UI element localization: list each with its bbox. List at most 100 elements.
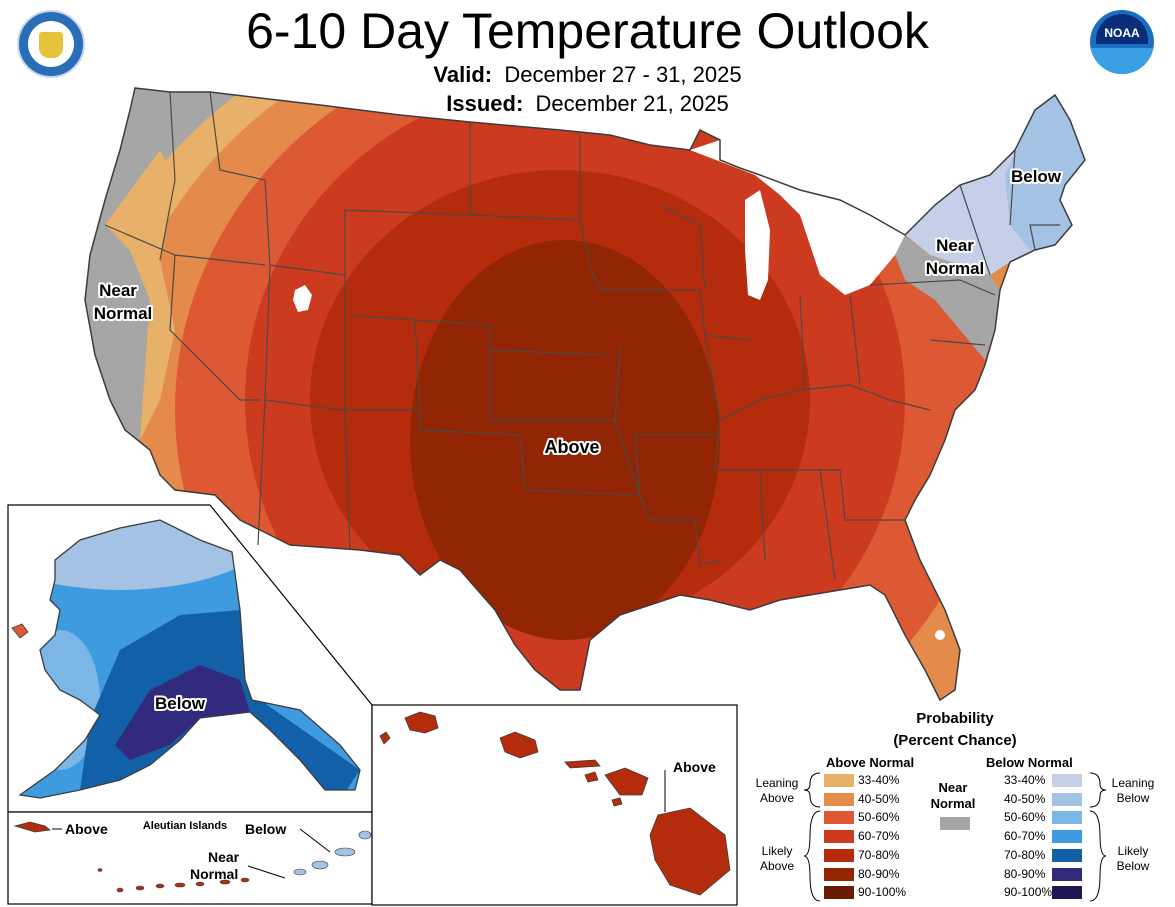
aleutian-normal-label: Normal <box>190 866 238 882</box>
hawaii-inset: Above <box>371 704 738 906</box>
above-swatch-label: 70-80% <box>858 847 900 862</box>
leaning-below-word-2: Below <box>1116 791 1150 805</box>
lanai-island <box>584 771 599 783</box>
valid-label: Valid: <box>433 62 493 87</box>
below-swatch <box>1052 830 1082 844</box>
aleutian-near-label: Near <box>208 849 240 865</box>
below-swatch-label: 80-90% <box>1004 866 1046 881</box>
aleutian-title: Aleutian Islands <box>143 820 227 832</box>
leaning-below-label: Leaning Below <box>1102 776 1164 806</box>
legend-subtitle: (Percent Chance) <box>893 732 1017 749</box>
below-swatch-label: 60-70% <box>1004 829 1046 844</box>
above-swatch-label: 60-70% <box>858 829 900 844</box>
legend-braces <box>803 772 1107 902</box>
aleutian-central-islands <box>97 868 250 893</box>
molokai-island <box>564 759 601 769</box>
above-swatch <box>824 774 854 787</box>
above-swatch <box>824 811 854 825</box>
aleutian-above-label: Above <box>65 821 108 837</box>
aleutian-east-islands <box>293 830 372 876</box>
likely-below-label: Likely Below <box>1102 844 1164 874</box>
east-normal-label: Normal <box>926 259 985 278</box>
below-swatch <box>1052 886 1082 900</box>
above-swatch <box>824 792 854 806</box>
hawaii-big-island <box>649 807 731 896</box>
below-swatch <box>1052 811 1082 825</box>
legend-title: Probability <box>916 710 994 727</box>
leaning-above-brace <box>803 772 821 808</box>
leaning-above-label: Leaning Above <box>748 776 806 806</box>
below-swatch <box>1052 867 1082 881</box>
kahoolawe-island <box>611 797 623 807</box>
state-borders <box>104 91 1060 581</box>
above-swatch-label: 80-90% <box>858 866 900 881</box>
likely-below-word-2: Below <box>1116 859 1150 873</box>
below-swatch <box>1052 848 1082 862</box>
likely-below-word-1: Likely <box>1117 844 1149 858</box>
above-swatch-label: 33-40% <box>858 773 900 787</box>
ak-band-80-90-below <box>115 665 250 760</box>
above-swatch <box>824 867 854 881</box>
above-swatch <box>824 830 854 844</box>
issued-date: December 21, 2025 <box>535 91 729 116</box>
near-normal-label-1: Near <box>938 780 968 795</box>
aleutian-near-pointer <box>247 865 286 879</box>
likely-above-word-1: Likely <box>761 844 793 858</box>
probability-legend: Probability (Percent Chance) Above Norma… <box>740 708 1170 907</box>
below-swatch-label: 50-60% <box>1004 810 1046 825</box>
near-normal-label-2: Normal <box>930 796 976 811</box>
above-swatch <box>824 886 854 900</box>
st-lawrence-island <box>11 623 29 639</box>
maui-island <box>604 767 649 796</box>
east-near-normal-area <box>895 232 1005 360</box>
valid-dates: December 27 - 31, 2025 <box>504 62 742 87</box>
issued-label: Issued: <box>446 91 524 116</box>
west-near-normal-area <box>85 220 150 440</box>
west-leaning-above-area <box>105 150 175 440</box>
above-swatch-label: 50-60% <box>858 810 900 825</box>
great-salt-lake <box>293 285 312 312</box>
above-swatch-label: 40-50% <box>858 791 900 806</box>
alaska-outline <box>18 519 361 799</box>
below-normal-header: Below Normal <box>986 755 1073 770</box>
above-swatch-label: 90-100% <box>858 885 907 900</box>
likely-above-label: Likely Above <box>748 844 806 874</box>
west-normal-label: Normal <box>94 304 153 323</box>
aleutian-west-islands <box>13 821 51 833</box>
aleutian-inset: Aleutian Islands Above Below Near Normal <box>7 811 373 905</box>
aleutian-below-label: Below <box>245 821 286 837</box>
niihau-island <box>379 731 391 745</box>
conus-below-label: Below <box>1011 167 1062 186</box>
alaska-below-label: Below <box>155 694 206 713</box>
leaning-above-word-2: Above <box>759 791 795 805</box>
map-title: 6-10 Day Temperature Outlook <box>246 3 929 59</box>
oahu-island <box>499 731 539 759</box>
leaning-below-word-1: Leaning <box>1111 776 1155 790</box>
valid-line: Valid: December 27 - 31, 2025 <box>0 62 1175 88</box>
below-swatch-label: 70-80% <box>1004 847 1046 862</box>
aleutian-inset-frame <box>7 811 373 905</box>
issued-line: Issued: December 21, 2025 <box>0 91 1175 117</box>
leaning-below-brace <box>1089 772 1107 808</box>
conus-outline <box>84 87 1086 702</box>
below-swatch <box>1052 774 1082 787</box>
likely-above-word-2: Above <box>759 859 795 873</box>
west-near-label: Near <box>99 281 137 300</box>
below-swatch-label: 90-100% <box>1004 885 1053 900</box>
above-swatch <box>824 848 854 862</box>
hawaii-above-label: Above <box>673 759 716 775</box>
band-80-90-above <box>410 240 720 640</box>
below-swatch <box>1052 792 1082 806</box>
below-swatch-label: 40-50% <box>1004 791 1046 806</box>
near-normal-swatch <box>940 817 970 830</box>
lake-okeechobee <box>935 630 945 640</box>
lake-michigan <box>745 190 770 300</box>
likely-below-brace <box>1089 810 1107 902</box>
commerce-seal-icon <box>17 10 85 78</box>
conus-above-label: Above <box>544 437 599 457</box>
east-near-label: Near <box>936 236 974 255</box>
noaa-logo-text: NOAA <box>1104 26 1140 40</box>
kauai-island <box>404 711 439 734</box>
noaa-logo-icon: NOAA <box>1090 10 1154 74</box>
